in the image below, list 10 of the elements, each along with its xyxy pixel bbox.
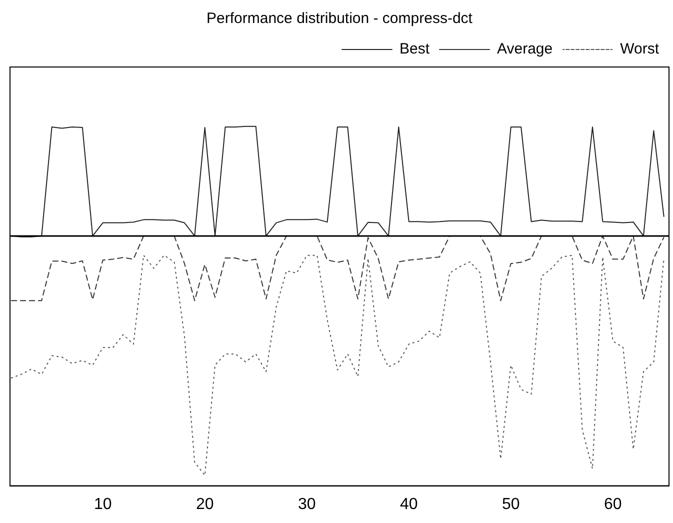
- legend-label: Best: [399, 40, 430, 58]
- x-tick-label: 40: [400, 496, 418, 513]
- x-tick-label: 20: [196, 496, 214, 513]
- chart-title: Performance distribution - compress-dct: [206, 10, 474, 28]
- x-tick-label: 10: [94, 496, 112, 513]
- x-tick-label: 60: [604, 496, 622, 513]
- x-tick-label: 50: [502, 496, 520, 513]
- legend-label: Worst: [620, 40, 660, 58]
- legend-label: Average: [497, 40, 553, 58]
- x-tick-label: 30: [298, 496, 316, 513]
